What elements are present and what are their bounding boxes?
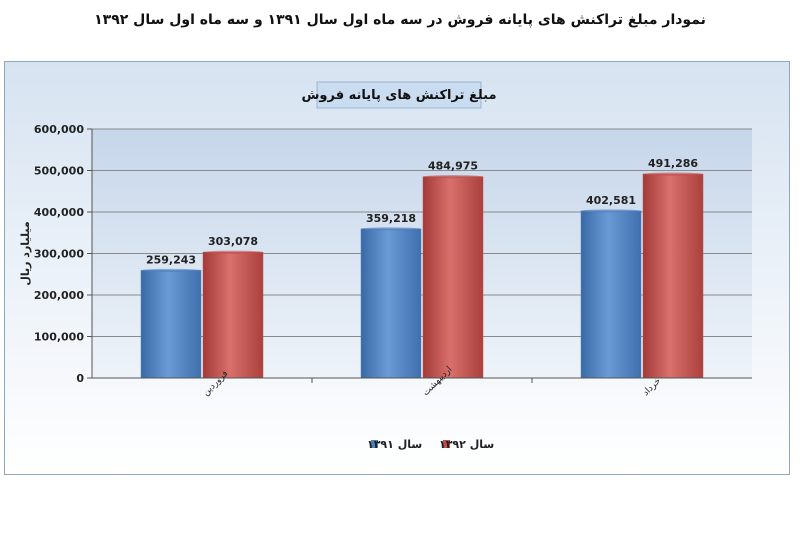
bar-2-3	[642, 173, 704, 379]
chart-frame: مبلغ تراکنش های پایانه فروش 259,243 303,0…	[4, 61, 790, 475]
data-label: 259,243	[146, 253, 196, 266]
y-tick-label: 500,000	[34, 165, 84, 178]
legend-swatch	[443, 440, 450, 448]
chart-title: مبلغ تراکنش های پایانه فروش	[301, 88, 496, 103]
bar-2-2	[422, 176, 484, 379]
y-tick-label: 300,000	[34, 248, 84, 261]
bar-chart: مبلغ تراکنش های پایانه فروش 259,243 303,0…	[19, 81, 752, 451]
bar-top-highlight	[581, 209, 641, 213]
data-label: 359,218	[366, 212, 416, 225]
y-tick-label: 200,000	[34, 289, 84, 302]
y-tick-label: 0	[76, 372, 84, 385]
bar-2-1	[202, 251, 264, 379]
page-title: نمودار مبلغ تراکنش های پایانه فروش در سه…	[94, 12, 706, 28]
x-tick-label: خرداد	[641, 376, 663, 398]
bar-top-highlight	[423, 175, 483, 179]
y-tick-label: 600,000	[34, 123, 84, 136]
legend-swatch	[371, 440, 378, 448]
data-label: 402,581	[586, 194, 636, 207]
bar-1-1	[140, 270, 202, 379]
legend-label: سال ۱۳۹۱	[367, 438, 422, 451]
legend-label: سال ۱۳۹۲	[439, 438, 494, 451]
data-label: 484,975	[428, 160, 478, 173]
chart-title-box	[316, 81, 482, 109]
bar-1-2	[360, 228, 422, 379]
bar-top-highlight	[141, 268, 201, 273]
y-tick-label: 100,000	[34, 331, 84, 344]
bar-top-highlight	[361, 227, 421, 231]
bar-1-3	[580, 210, 642, 379]
y-axis-label: میلیارد ریال	[19, 221, 32, 285]
data-label: 303,078	[208, 235, 258, 248]
data-label: 491,286	[648, 157, 698, 170]
bar-top-highlight	[643, 172, 703, 176]
bar-top-highlight	[203, 250, 263, 254]
y-tick-label: 400,000	[34, 206, 84, 219]
